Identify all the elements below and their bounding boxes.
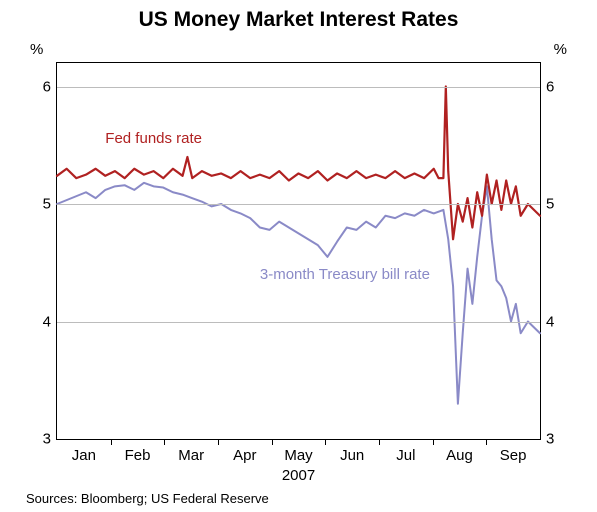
x-tick-label: Jun	[340, 447, 364, 464]
y-tick-label-left: 6	[43, 78, 51, 95]
x-tick-label: Aug	[446, 447, 473, 464]
grid-line	[57, 322, 540, 323]
x-tick-label: Jul	[396, 447, 415, 464]
x-tick	[272, 439, 273, 445]
grid-line	[57, 87, 540, 88]
series-label-fed_funds: Fed funds rate	[105, 130, 202, 147]
x-tick	[325, 439, 326, 445]
y-tick-label-left: 4	[43, 313, 51, 330]
chart-title: US Money Market Interest Rates	[0, 8, 597, 32]
y-tick-label-left: 3	[43, 431, 51, 448]
x-tick	[218, 439, 219, 445]
series-line-fed_funds	[57, 87, 540, 240]
x-tick-label: May	[284, 447, 312, 464]
plot-area: 33445566JanFebMarAprMayJunJulAugSep2007F…	[56, 62, 541, 440]
x-tick-label: Mar	[178, 447, 204, 464]
series-line-tbill_3m	[57, 183, 540, 404]
x-tick	[486, 439, 487, 445]
x-tick-label: Feb	[125, 447, 151, 464]
x-tick	[164, 439, 165, 445]
series-label-tbill_3m: 3-month Treasury bill rate	[260, 266, 430, 283]
grid-line	[57, 204, 540, 205]
y-tick-label-right: 5	[546, 196, 554, 213]
x-tick-label: Jan	[72, 447, 96, 464]
x-tick	[379, 439, 380, 445]
y-tick-label-right: 3	[546, 431, 554, 448]
y-unit-right: %	[554, 41, 567, 58]
y-tick-label-right: 6	[546, 78, 554, 95]
y-tick-label-left: 5	[43, 196, 51, 213]
series-svg	[57, 63, 540, 439]
sources-text: Sources: Bloomberg; US Federal Reserve	[26, 491, 269, 506]
x-tick-label: Apr	[233, 447, 256, 464]
x-axis-title: 2007	[282, 467, 315, 484]
y-unit-left: %	[30, 41, 43, 58]
chart-container: US Money Market Interest Rates % % 33445…	[0, 0, 597, 512]
x-tick	[433, 439, 434, 445]
x-tick-label: Sep	[500, 447, 527, 464]
y-tick-label-right: 4	[546, 313, 554, 330]
x-tick	[111, 439, 112, 445]
